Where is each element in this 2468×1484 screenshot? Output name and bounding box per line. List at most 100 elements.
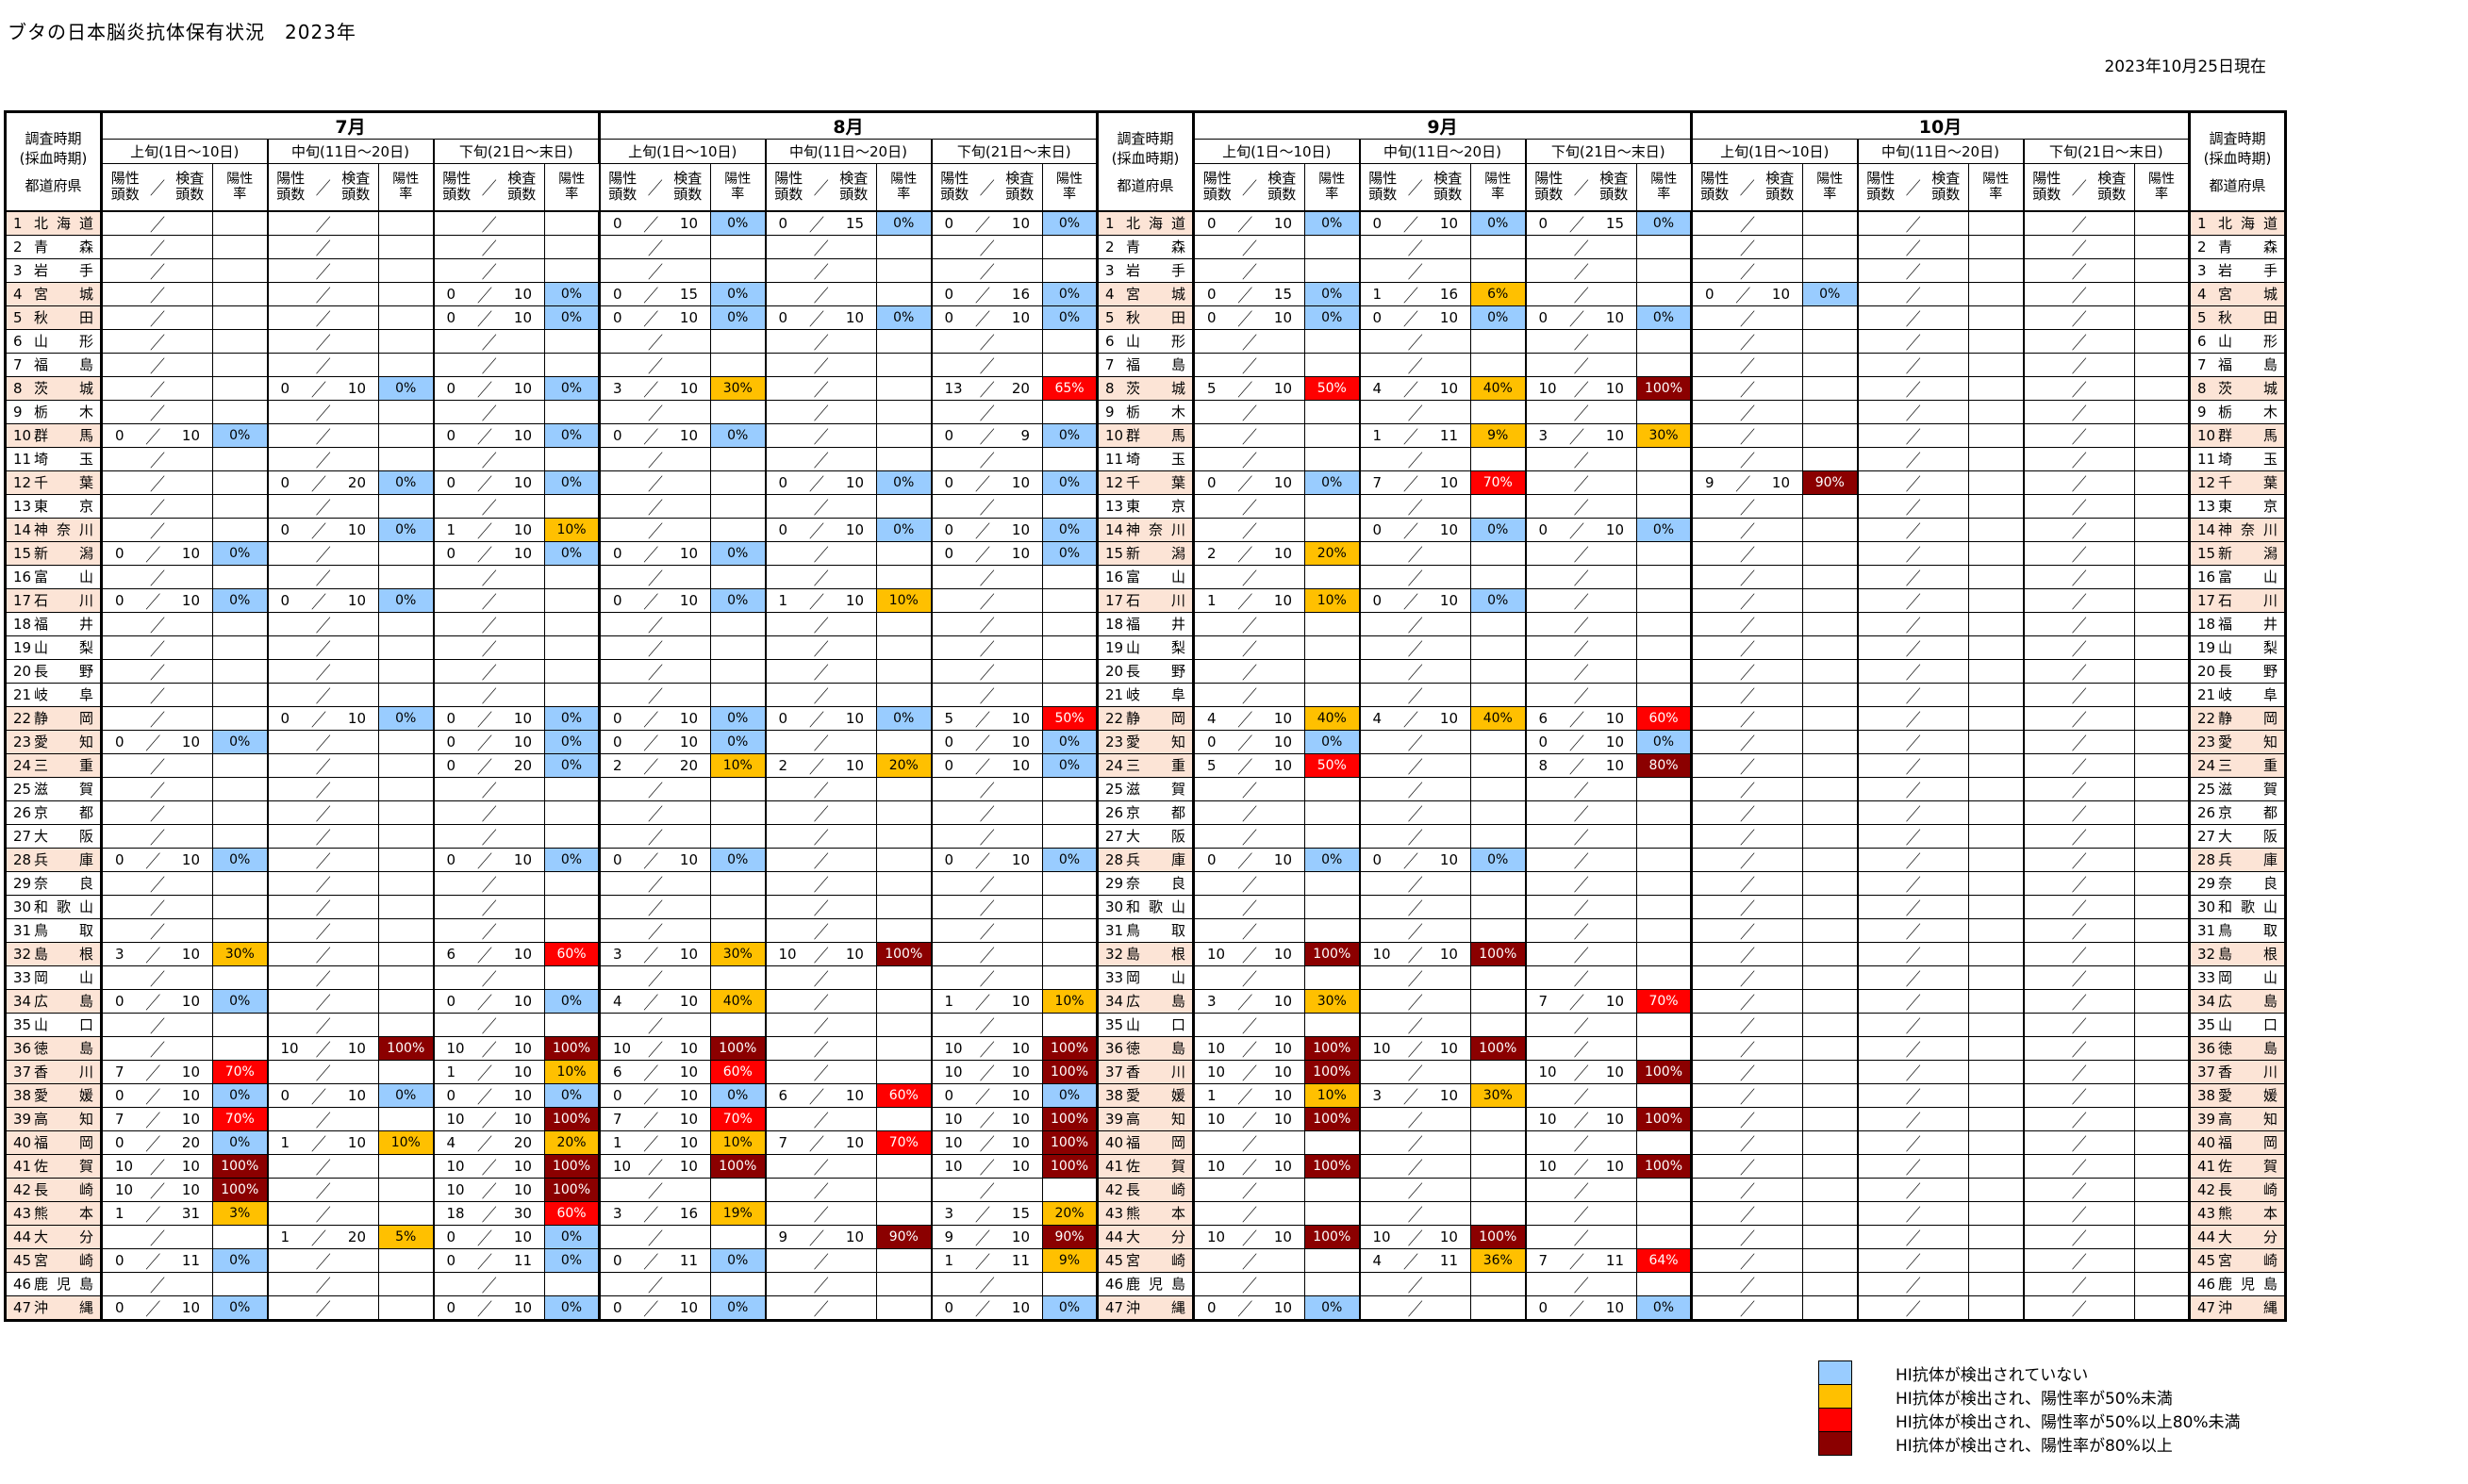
slash-icon: ／: [647, 1015, 663, 1036]
slash-icon: ／: [1573, 544, 1589, 565]
slash-icon: ／: [1573, 568, 1589, 588]
count-cell: 4 ／ 10: [1358, 705, 1471, 731]
prefecture-number: 33: [13, 968, 32, 986]
count-cell: ／: [2022, 682, 2135, 707]
prefecture-cell: 23 愛知: [1096, 729, 1195, 754]
count-cell: ／: [100, 281, 213, 306]
slash-icon: ／: [1739, 1133, 1755, 1154]
tested-count: 10: [1439, 709, 1458, 727]
rate-cell: [710, 894, 766, 919]
prefecture-cell: 40 福岡: [2188, 1129, 2287, 1155]
count-subheader: 陽性頭数／検査頭数: [266, 163, 379, 211]
slash-icon: ／: [643, 1133, 659, 1154]
prefecture-row: 42 長崎 10 ／ 10 100% ／ 10 ／ 10 100% ／／／ 42 長崎／／／／／／ 42 長崎: [4, 1177, 2287, 1202]
slash-icon: ／: [145, 426, 161, 447]
tested-count: 10: [845, 520, 864, 538]
count-cell: ／: [930, 611, 1043, 636]
rate-cell: 100%: [544, 1177, 600, 1202]
count-cell: ／: [2022, 776, 2135, 801]
tested-count: 10: [845, 1086, 864, 1104]
positive-count: 10: [115, 1157, 134, 1175]
rate-cell: [2134, 1224, 2190, 1249]
positive-count: 10: [1372, 1228, 1391, 1245]
count-cell: ／: [432, 635, 545, 660]
count-cell: ／: [1690, 823, 1803, 849]
prefecture-number: 39: [13, 1110, 32, 1128]
slash-icon: ／: [643, 426, 659, 447]
rate-cell: [876, 1153, 932, 1179]
slash-icon: ／: [979, 662, 995, 683]
count-cell: 7 ／ 10: [1524, 988, 1637, 1014]
positive-count: 0: [446, 850, 456, 868]
count-cell: ／: [1690, 1224, 1803, 1249]
rate-cell: [1636, 823, 1692, 849]
slash-icon: ／: [1241, 261, 1257, 282]
rate-cell: [1968, 1271, 2024, 1296]
prefecture-number: 25: [1105, 780, 1124, 798]
prefecture-name: 福岡: [34, 1134, 93, 1151]
slash-icon: ／: [476, 1133, 492, 1154]
prefecture-name: 栃木: [34, 404, 93, 420]
slash-icon: ／: [1739, 638, 1755, 659]
slash-icon: ／: [1739, 355, 1755, 376]
tested-count: 10: [181, 591, 200, 609]
positive-count: 0: [280, 709, 290, 727]
count-cell: 10 ／ 10: [930, 1035, 1043, 1061]
positive-count: 0: [944, 426, 954, 444]
rate-cell: [378, 729, 434, 754]
prefecture-name: 京都: [2218, 804, 2278, 821]
count-cell: 10 ／ 10: [764, 941, 877, 966]
slash-icon: ／: [1407, 1110, 1423, 1130]
rate-cell: 60%: [544, 1200, 600, 1226]
slash-icon: ／: [1402, 520, 1418, 541]
rate-cell: [876, 965, 932, 990]
count-cell: ／: [764, 1106, 877, 1131]
rate-cell: [1802, 1129, 1858, 1155]
count-cell: ／: [2022, 870, 2135, 896]
rate-cell: [212, 611, 268, 636]
prefecture-number: 45: [1105, 1251, 1124, 1269]
rate-cell: 0%: [544, 752, 600, 778]
prefecture-name: 新潟: [1126, 545, 1185, 562]
rate-cell: [1968, 352, 2024, 377]
count-cell: ／: [1856, 305, 1969, 330]
rate-cell: [544, 917, 600, 943]
tested-count: 10: [1439, 1086, 1458, 1104]
rate-cell: [876, 422, 932, 448]
slash-icon: ／: [1739, 178, 1755, 199]
count-cell: ／: [2022, 847, 2135, 872]
prefecture-number: 29: [13, 874, 32, 892]
count-cell: ／: [1690, 446, 1803, 471]
prefecture-number: 19: [2197, 638, 2216, 656]
prefecture-number: 9: [1105, 403, 1115, 420]
count-cell: ／: [1690, 493, 1803, 519]
tested-count: 10: [181, 1063, 200, 1080]
prefecture-cell: 32 島根: [4, 941, 103, 966]
slash-icon: ／: [1241, 497, 1257, 518]
slash-icon: ／: [1407, 238, 1423, 258]
prefecture-cell: 45 宮崎: [1096, 1247, 1195, 1273]
positive-count: 0: [1207, 850, 1217, 868]
rate-cell: 0%: [710, 847, 766, 872]
prefecture-name: 栃木: [2218, 404, 2278, 420]
rate-cell: 0%: [544, 470, 600, 495]
positive-rate-label: 陽性率: [724, 172, 752, 203]
prefecture-cell: 37 香川: [1096, 1059, 1195, 1084]
slash-icon: ／: [2071, 1298, 2087, 1320]
rate-cell: [1636, 470, 1692, 495]
count-cell: ／: [598, 823, 711, 849]
positive-count: 10: [944, 1110, 963, 1128]
rate-subheader: 陽性率: [1636, 163, 1692, 211]
rate-cell: 0%: [544, 1224, 600, 1249]
rate-cell: 0%: [876, 517, 932, 542]
tested-count: 10: [1011, 544, 1030, 562]
slash-icon: ／: [315, 898, 331, 918]
slash-icon: ／: [149, 1228, 165, 1248]
count-cell: ／: [1856, 1271, 1969, 1296]
slash-icon: ／: [643, 214, 659, 235]
prefecture-cell: 38 愛媛: [1096, 1082, 1195, 1108]
tested-count: 10: [1605, 379, 1624, 397]
rate-cell: [710, 870, 766, 896]
count-cell: 0 ／ 10: [1358, 587, 1471, 613]
prefecture-row: 28 兵庫 0 ／ 10 0% ／ 0 ／ 10 0% 0 ／ 10 0% ／ 0 ／ 10 0% 28 兵庫 0 ／ 10 0%…: [4, 847, 2287, 872]
